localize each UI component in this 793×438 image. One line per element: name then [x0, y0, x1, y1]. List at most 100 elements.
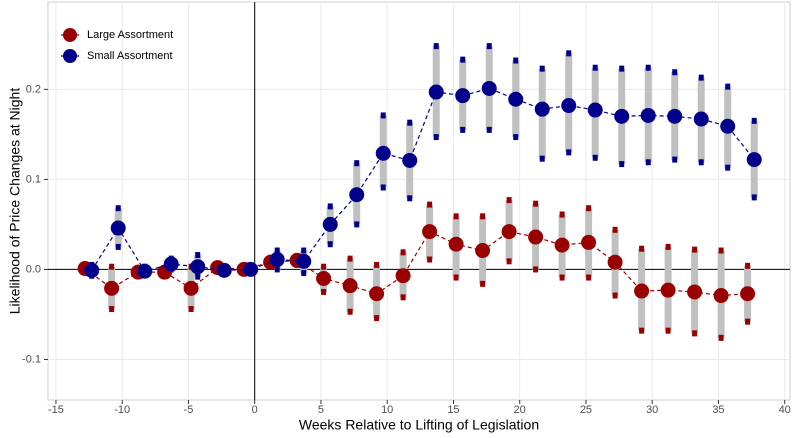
point	[163, 256, 179, 272]
error-cap-lower	[380, 184, 386, 191]
error-cap-upper	[639, 245, 645, 252]
error-cap-upper	[453, 213, 459, 220]
plot-panel	[47, 1, 791, 401]
error-cap-lower	[645, 159, 651, 166]
error-cap-lower	[586, 274, 592, 281]
error-cap-lower	[539, 155, 545, 162]
error-cap-lower	[725, 164, 731, 171]
error-cap-upper	[645, 64, 651, 71]
error-cap-upper	[539, 65, 545, 72]
x-tick-label: 0	[252, 404, 258, 416]
legend-swatch	[63, 49, 77, 63]
x-tick-label: 35	[712, 404, 724, 416]
point	[104, 280, 120, 296]
y-tick-label: -0.1	[22, 353, 41, 365]
error-cap-lower	[566, 149, 572, 156]
point	[183, 280, 199, 296]
point	[422, 224, 438, 240]
error-cap-lower	[188, 306, 194, 313]
x-tick-label: 30	[646, 404, 658, 416]
error-cap-upper	[586, 205, 592, 212]
error-cap-upper	[513, 57, 519, 64]
point	[190, 259, 206, 275]
error-cap-upper	[559, 211, 565, 218]
point	[296, 253, 312, 269]
error-cap-lower	[513, 134, 519, 141]
error-cap-upper	[460, 56, 466, 63]
point	[587, 102, 603, 118]
point	[640, 107, 656, 123]
error-cap-lower	[301, 270, 307, 277]
error-cap-lower	[453, 274, 459, 281]
point	[428, 84, 444, 100]
error-cap-lower	[692, 330, 698, 337]
y-tick-label: 0.2	[26, 83, 41, 95]
point	[508, 91, 524, 107]
point	[349, 187, 365, 203]
x-tick-label: -5	[184, 404, 194, 416]
x-tick-label: 5	[318, 404, 324, 416]
point	[687, 284, 703, 300]
point	[481, 80, 497, 96]
error-cap-upper	[274, 247, 280, 254]
error-cap-upper	[725, 83, 731, 90]
point	[660, 282, 676, 298]
error-cap-lower	[427, 256, 433, 263]
point	[634, 283, 650, 299]
x-axis-title: Weeks Relative to Lifting of Legislation	[299, 417, 539, 433]
point	[501, 224, 517, 240]
point	[448, 236, 464, 252]
error-cap-lower	[109, 306, 115, 313]
point	[554, 237, 570, 253]
error-cap-upper	[109, 263, 115, 270]
x-tick-label: 25	[580, 404, 592, 416]
point	[137, 263, 153, 279]
legend-label: Large Assortment	[87, 29, 173, 41]
error-cap-upper	[665, 243, 671, 250]
x-tick-label: 20	[514, 404, 526, 416]
y-tick-label: 0.1	[26, 173, 41, 185]
error-cap-lower	[506, 258, 512, 265]
legend-label: Small Assortment	[87, 50, 173, 62]
y-tick-label: 0.0	[26, 263, 41, 275]
legend-swatch	[63, 28, 77, 42]
error-cap-upper	[433, 43, 439, 50]
x-tick-label: -10	[114, 404, 130, 416]
point	[693, 111, 709, 127]
point	[614, 108, 630, 124]
point	[713, 288, 729, 304]
point	[269, 252, 285, 268]
error-cap-upper	[692, 246, 698, 253]
point	[243, 261, 259, 277]
point	[528, 229, 544, 245]
error-cap-lower	[354, 221, 360, 228]
error-cap-upper	[115, 205, 121, 212]
x-tick-label: 10	[381, 404, 393, 416]
error-cap-upper	[506, 197, 512, 204]
error-cap-upper	[354, 160, 360, 167]
error-cap-lower	[321, 288, 327, 295]
point	[395, 268, 411, 284]
x-tick-label: 15	[447, 404, 459, 416]
error-cap-upper	[718, 247, 724, 254]
error-cap-lower	[698, 159, 704, 166]
x-tick-label: -15	[48, 404, 64, 416]
point	[110, 220, 126, 236]
error-cap-upper	[374, 261, 380, 268]
error-cap-lower	[672, 156, 678, 163]
point	[455, 88, 471, 104]
error-cap-lower	[480, 280, 486, 287]
point	[740, 286, 756, 302]
point	[84, 262, 100, 278]
error-cap-upper	[533, 200, 539, 207]
error-cap-lower	[665, 327, 671, 334]
error-cap-upper	[745, 262, 751, 269]
point	[667, 108, 683, 124]
point	[316, 270, 332, 286]
error-cap-lower	[751, 194, 757, 201]
error-cap-upper	[751, 117, 757, 124]
error-cap-upper	[301, 247, 307, 254]
error-cap-lower	[745, 318, 751, 325]
point	[342, 278, 358, 294]
